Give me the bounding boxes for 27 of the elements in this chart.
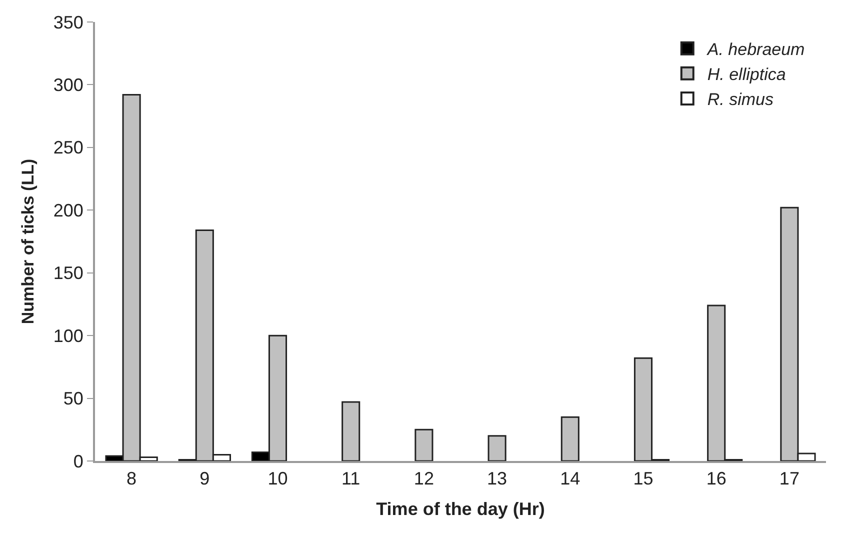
x-tick-label: 9: [200, 468, 210, 489]
x-tick-label: 12: [414, 468, 434, 489]
x-tick-label: 17: [779, 468, 800, 489]
x-axis-title: Time of the day (Hr): [376, 499, 545, 520]
bar: [414, 428, 434, 461]
y-tick-label: 0: [73, 451, 84, 472]
x-tick-label: 10: [268, 468, 288, 489]
legend-label: A. hebraeum: [706, 40, 805, 59]
x-tick-label: 13: [487, 468, 508, 489]
y-tick-label: 100: [53, 326, 84, 346]
bar: [560, 416, 580, 461]
y-tick-label: 200: [53, 200, 84, 220]
x-tick-label: 16: [706, 468, 726, 489]
bar: [488, 435, 506, 461]
legend-label: R. simus: [707, 90, 774, 110]
x-tick-label: 11: [342, 468, 360, 489]
y-tick-label: 150: [53, 263, 84, 284]
x-tick-label: 15: [633, 468, 654, 489]
y-axis-title: Number of ticks (LL): [18, 158, 38, 324]
x-tick-label: 8: [126, 468, 137, 489]
y-tick-label: 300: [53, 75, 84, 96]
y-tick-label: 350: [53, 12, 84, 32]
y-tick-label: 250: [53, 138, 84, 158]
bar: [342, 401, 360, 461]
legend-label: H. elliptica: [707, 65, 786, 84]
x-tick-label: 14: [560, 468, 580, 489]
y-tick-label: 50: [63, 388, 84, 409]
